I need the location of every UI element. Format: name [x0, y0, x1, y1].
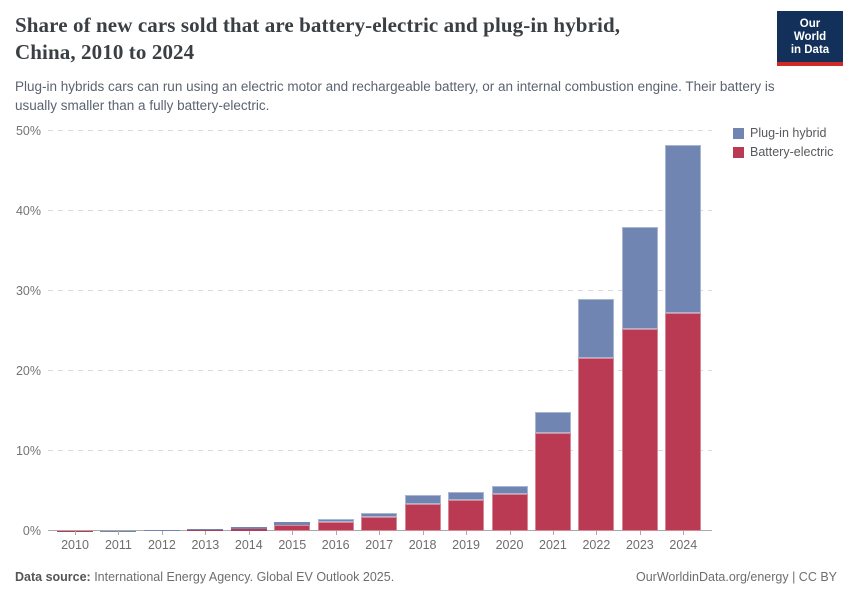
gridline-10pct: [48, 450, 712, 451]
legend-label-battery-electric: Battery-electric: [750, 145, 834, 159]
y-axis-tick-label: 20%: [15, 364, 41, 378]
bar-segment-2022-battery-electric[interactable]: [578, 358, 615, 531]
legend: Plug-in hybrid Battery-electric: [733, 126, 833, 164]
chart-title-line2: China, 2010 to 2024: [15, 40, 195, 64]
chart-title: Share of new cars sold that are battery-…: [15, 12, 620, 66]
plot-area: 0% 10% 20% 30% 40% 50% 2010 2011 2012 2013 2014 201…: [16, 124, 712, 552]
x-axis-tick: [118, 531, 120, 535]
chart-title-line1: Share of new cars sold that are battery-…: [15, 13, 621, 37]
bar-segment-2024-plug-in-hybrid[interactable]: [665, 145, 702, 314]
gridline-40pct: [48, 210, 712, 211]
x-axis-tick: [683, 531, 685, 535]
gridline-20pct: [48, 370, 712, 371]
legend-swatch-plug-in-hybrid-icon: [733, 127, 744, 139]
x-axis-label: 2012: [147, 538, 176, 552]
x-axis-tick: [335, 531, 337, 535]
legend-label-plug-in-hybrid: Plug-in hybrid: [750, 126, 827, 140]
bar-segment-2014-battery-electric[interactable]: [230, 528, 267, 531]
bar-segment-2022-plug-in-hybrid[interactable]: [578, 299, 615, 359]
x-axis-label: 2023: [625, 538, 654, 552]
x-axis-tick: [466, 531, 468, 535]
bar-segment-2024-battery-electric[interactable]: [665, 313, 702, 531]
x-axis-label: 2010: [61, 538, 89, 552]
bar-segment-2017-plug-in-hybrid[interactable]: [361, 513, 398, 518]
bar-segment-2017-battery-electric[interactable]: [361, 517, 398, 531]
owid-logo[interactable]: Our World in Data: [777, 11, 843, 66]
x-axis-label: 2021: [539, 538, 567, 552]
legend-swatch-battery-electric-icon: [733, 146, 744, 158]
x-axis-tick: [75, 531, 76, 535]
footer: Data source: International Energy Agency…: [15, 570, 837, 584]
x-axis-label: 2015: [278, 538, 307, 552]
x-axis-tick: [379, 531, 381, 535]
x-axis-label: 2018: [408, 538, 437, 552]
x-axis-label: 2024: [669, 538, 698, 552]
y-axis-tick-label: 40%: [15, 204, 41, 218]
x-axis-tick: [205, 531, 207, 535]
x-axis-tick: [248, 531, 250, 535]
x-axis-label: 2020: [495, 538, 524, 552]
x-axis-tick: [422, 531, 424, 535]
bar-segment-2015-battery-electric[interactable]: [274, 524, 311, 531]
y-axis-tick-label: 50%: [15, 124, 41, 138]
bar-segment-2020-plug-in-hybrid[interactable]: [491, 486, 528, 495]
bar-segment-2014-plug-in-hybrid[interactable]: [230, 527, 267, 529]
x-axis-label: 2016: [321, 538, 350, 552]
x-axis-tick: [596, 531, 598, 535]
x-axis-tick: [161, 531, 163, 535]
y-axis-tick-label: 10%: [15, 444, 41, 458]
bar-segment-2015-plug-in-hybrid[interactable]: [274, 522, 311, 525]
bar-segment-2012-battery-electric[interactable]: [143, 530, 180, 531]
x-axis-label: 2014: [234, 538, 263, 552]
y-axis-tick-label: 30%: [15, 284, 41, 298]
x-axis-label: 2019: [452, 538, 480, 552]
bar-segment-2018-plug-in-hybrid[interactable]: [404, 495, 441, 504]
gridline-30pct: [48, 290, 712, 291]
x-axis-label: 2011: [104, 538, 132, 552]
footer-license-link[interactable]: OurWorldinData.org/energy | CC BY: [635, 570, 837, 584]
owid-logo-line2: in Data: [790, 44, 830, 56]
bar-segment-2019-plug-in-hybrid[interactable]: [448, 491, 485, 500]
y-axis-tick-label: 0%: [22, 524, 41, 538]
bar-segment-2023-battery-electric[interactable]: [621, 329, 658, 531]
data-source-text: International Energy Agency. Global EV O…: [90, 570, 395, 584]
bar-segment-2013-battery-electric[interactable]: [187, 529, 224, 531]
x-axis-label: 2022: [582, 538, 611, 552]
legend-item-battery-electric[interactable]: Battery-electric: [733, 145, 833, 159]
data-source-label: Data source:: [15, 570, 91, 584]
bar-segment-2016-plug-in-hybrid[interactable]: [317, 519, 354, 523]
x-axis-tick: [552, 531, 554, 535]
x-axis-tick: [292, 531, 294, 535]
bar-segment-2021-battery-electric[interactable]: [534, 432, 571, 531]
x-axis-tick: [639, 531, 641, 535]
x-axis-label: 2013: [191, 538, 220, 552]
bar-segment-2019-battery-electric[interactable]: [448, 499, 485, 531]
gridline-50pct: [48, 130, 712, 131]
legend-item-plug-in-hybrid[interactable]: Plug-in hybrid: [733, 126, 833, 140]
bar-segment-2021-plug-in-hybrid[interactable]: [534, 411, 571, 433]
data-source-note: Data source: International Energy Agency…: [15, 570, 394, 584]
bar-segment-2016-battery-electric[interactable]: [317, 522, 354, 531]
owid-logo-line1: Our World: [793, 18, 827, 43]
bar-segment-2018-battery-electric[interactable]: [404, 503, 441, 531]
x-axis-tick: [509, 531, 511, 535]
x-axis-label: 2017: [365, 538, 394, 552]
chart-subtitle: Plug-in hybrids cars can run using an el…: [15, 79, 775, 113]
bar-segment-2023-plug-in-hybrid[interactable]: [621, 227, 658, 330]
bar-segment-2020-battery-electric[interactable]: [491, 494, 528, 531]
